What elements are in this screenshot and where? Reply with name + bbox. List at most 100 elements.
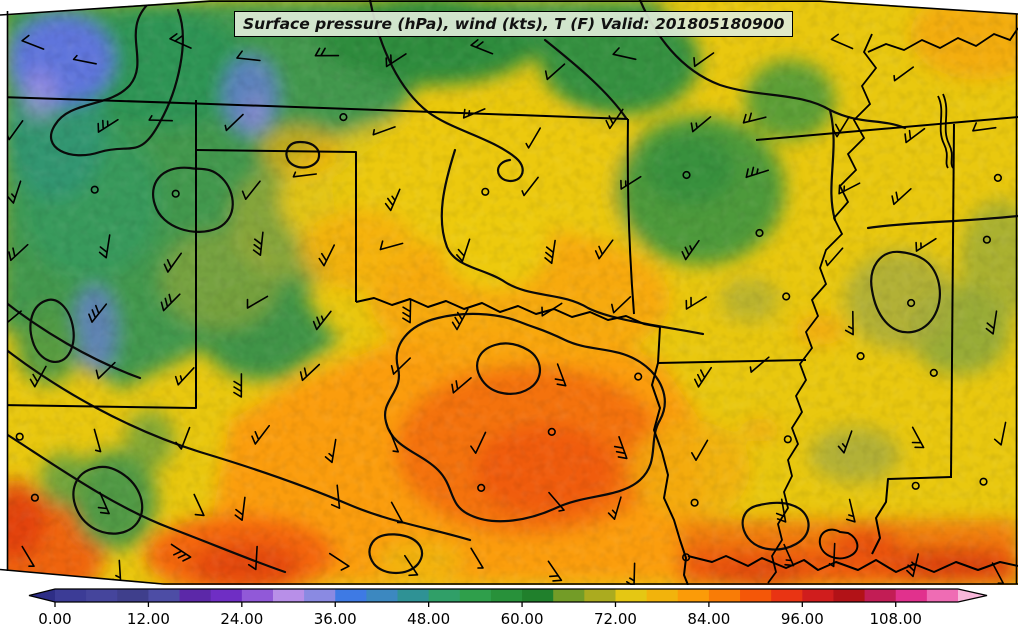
colorbar-segment	[490, 589, 523, 602]
map-canvas	[0, 0, 1018, 585]
colorbar-segment	[926, 589, 959, 602]
wind-barb	[29, 365, 47, 388]
border-ok-ar	[626, 118, 635, 315]
field-speckle-light	[0, 0, 1018, 585]
wind-barb	[174, 367, 195, 386]
wind-barb	[846, 498, 856, 523]
colorbar-tick-label: 36.00	[314, 610, 357, 628]
wind-barb	[330, 484, 341, 509]
wind-barb	[690, 116, 712, 133]
border-ms-la	[871, 476, 952, 555]
wind-barb	[97, 118, 119, 133]
wind-barb	[620, 175, 642, 190]
wind-barb	[98, 234, 111, 259]
wind-barb	[175, 426, 191, 450]
wind-barb	[318, 244, 335, 267]
wind-barb	[470, 547, 484, 569]
colorbar-segment	[179, 589, 212, 602]
wind-barb	[7, 180, 22, 204]
wind-barb	[241, 180, 261, 200]
wind-barb	[612, 47, 637, 61]
wind-barb	[169, 33, 192, 49]
calm-wind-circle	[782, 292, 791, 301]
wind-barb	[470, 39, 494, 55]
wind-barb	[742, 112, 767, 124]
tennessee-river-2	[942, 93, 954, 169]
wind-barb	[605, 108, 624, 130]
calm-wind-circle	[979, 477, 988, 486]
colorbar-segment	[646, 589, 679, 602]
map-frame	[0, 0, 1018, 585]
calm-wind-circle	[856, 352, 865, 361]
border-nm-tx	[0, 100, 197, 409]
colorbar-tick-label: 12.00	[127, 610, 170, 628]
wind-barb	[844, 310, 854, 336]
wind-barb	[8, 243, 29, 262]
wind-barb	[252, 231, 264, 256]
wind-barb	[97, 491, 110, 515]
colorbar-segment	[584, 589, 617, 602]
wind-barb	[95, 361, 116, 380]
wind-barb	[544, 63, 566, 81]
wind-barb	[21, 545, 35, 567]
wind-barb	[906, 553, 919, 578]
wind-barb	[163, 252, 182, 273]
wind-barb	[694, 366, 712, 388]
wind-barb	[825, 247, 844, 267]
wind-barb	[745, 166, 769, 179]
colorbar-segment	[895, 589, 928, 602]
colorbar-under-arrow	[29, 589, 55, 602]
colorbar-segment	[771, 589, 803, 602]
colorbar-segment	[740, 589, 772, 602]
colorbar-segment	[304, 589, 336, 602]
colorbar-segment	[459, 589, 492, 602]
map-title-box: Surface pressure (hPa), wind (kts), T (F…	[234, 11, 794, 37]
wind-barb	[594, 239, 614, 260]
colorbar-segment	[272, 589, 305, 602]
wind-barb	[246, 295, 269, 309]
calm-wind-circle	[90, 185, 99, 194]
wind-barb	[911, 426, 925, 449]
colorbar-segment	[397, 589, 430, 602]
wind-barb	[775, 498, 787, 523]
colorbar-tick-label: 96.00	[781, 610, 824, 628]
calm-wind-circle	[339, 112, 348, 122]
wind-barb	[148, 115, 173, 122]
wind-barb	[384, 188, 401, 212]
wind-barb	[904, 127, 926, 144]
wind-barb	[314, 47, 340, 57]
border-37n	[0, 96, 629, 120]
wind-barb	[832, 116, 850, 138]
wind-barb	[613, 436, 628, 460]
wind-barb	[828, 542, 836, 568]
colorbar-segment	[864, 589, 897, 602]
calm-wind-circle	[682, 170, 691, 180]
wind-barb	[93, 428, 102, 453]
colorbar-tick-label: 0.00	[38, 610, 71, 628]
wind-barb	[985, 310, 998, 335]
wind-barb	[837, 430, 853, 454]
wind-barb	[404, 554, 419, 577]
wind-barb	[893, 66, 914, 82]
wind-barb	[236, 50, 261, 62]
wind-barb	[388, 429, 399, 453]
calm-wind-circle	[477, 483, 486, 493]
state-borders	[0, 96, 1018, 585]
colorbar-segment	[335, 589, 367, 602]
wind-barb	[693, 52, 715, 68]
wind-barb	[611, 296, 632, 314]
wind-barb	[972, 122, 997, 132]
wind-barb	[233, 373, 243, 398]
mississippi-river	[767, 33, 878, 584]
wind-barb	[21, 34, 45, 50]
wind-barb	[372, 126, 396, 136]
wind-barb	[247, 545, 258, 571]
colorbar-tick-label: 84.00	[687, 610, 730, 628]
tennessee-river	[937, 95, 949, 169]
border-ms-al	[950, 123, 955, 479]
calm-wind-circle	[634, 372, 643, 381]
calm-wind-circle	[15, 432, 24, 441]
colorbar: 0.00 12.00 24.00 36.00 48.00 60.00 72.00 84.00 9…	[28, 588, 988, 628]
colorbar-tick-label: 108.00	[869, 610, 922, 628]
